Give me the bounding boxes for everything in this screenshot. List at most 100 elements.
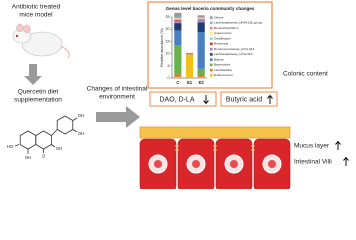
ring: [35, 130, 52, 150]
atom-label: OH: [25, 155, 31, 160]
atom-label: OH: [78, 131, 84, 136]
ring: [56, 115, 74, 135]
bar-segment: [185, 54, 194, 78]
dao-label: DAO, D-LA: [159, 96, 194, 103]
diet-label: Quercetin diet: [18, 89, 59, 96]
changes-label: environment: [99, 94, 135, 101]
cell-core: [154, 160, 162, 168]
ring: [19, 130, 37, 150]
bond: [51, 144, 56, 148]
bar-segment: [174, 19, 182, 21]
butyric-label: Butyric acid: [226, 96, 262, 103]
legend-swatch: [210, 63, 213, 67]
legend-swatch: [210, 37, 213, 40]
bond: [72, 129, 78, 133]
legend-swatch: [210, 26, 213, 30]
bar-segment: [197, 15, 205, 17]
legend-label: Others: [214, 15, 224, 19]
legend-label: Ruminiclostridium: [214, 26, 239, 30]
mucus-label: Mucus layer: [294, 143, 330, 150]
legend-swatch: [210, 47, 213, 51]
atom-label: O: [42, 154, 46, 159]
up-arrow: [343, 156, 349, 166]
legend-swatch: [210, 53, 213, 56]
legend-label: Bacteroides: [214, 63, 231, 67]
bar-segment: [174, 16, 182, 18]
y-tick-label: 15: [166, 39, 170, 43]
up-arrow: [267, 94, 273, 104]
legend-swatch: [210, 21, 213, 25]
bar-segment: [174, 12, 182, 17]
dao-box: [149, 91, 217, 107]
y-tick-label: 25: [166, 15, 170, 19]
bar-segment: [197, 17, 205, 18]
bond: [72, 117, 78, 121]
legend-label: Lachnospiraceae_NK4A136_group: [214, 21, 262, 25]
bar-segment: [197, 22, 205, 33]
cell-core: [230, 160, 238, 168]
arrow: [96, 106, 140, 128]
y-tick-label: 0: [168, 76, 170, 80]
bar-segment: [174, 76, 182, 78]
atom-label: OH: [56, 146, 62, 151]
x-tick-label: E2: [199, 80, 205, 85]
bar-segment: [197, 32, 205, 69]
atom-label: OH: [78, 113, 84, 118]
bar-segment: [185, 54, 194, 55]
chart-title: Genus level baceria community changes: [166, 6, 255, 11]
atom-label: HO: [7, 144, 14, 149]
legend-swatch: [210, 74, 213, 77]
legend-label: Blautia: [214, 57, 224, 61]
diet-label: supplementation: [14, 97, 62, 104]
legend-swatch: [210, 58, 213, 61]
legend-label: Lachnospiraceae_UCG-010: [214, 52, 253, 56]
legend-label: Enterococcus: [214, 73, 233, 77]
changes-label: Changes of intestinal: [87, 86, 148, 93]
arrow: [24, 64, 42, 85]
bar-segment: [174, 18, 182, 20]
legend-label: Ruminococcaceae_UCG-014: [214, 47, 255, 51]
graphical-abstract: HO OH O OH OH OH Genus level baceria communit…: [7, 1, 349, 189]
bar-segment: [197, 77, 205, 78]
legend-swatch: [210, 42, 213, 46]
cell-core: [268, 160, 276, 168]
chart: Genus level baceria community changes Rel…: [160, 6, 262, 85]
bar-segment: [174, 23, 182, 31]
y-axis-label: Relative abundance (%): [160, 28, 164, 66]
bond: [14, 144, 20, 147]
up-arrow: [335, 140, 341, 150]
down-arrow: [203, 95, 209, 105]
x-tick-label: C: [176, 80, 179, 85]
mouse: [12, 23, 70, 59]
legend-label: Anaerovorax: [214, 31, 232, 35]
bar-segment: [174, 45, 182, 75]
bar-segment: [197, 18, 205, 20]
bond: [51, 129, 58, 136]
legend-label: Lactobacillus: [214, 68, 232, 72]
legend-swatch: [210, 68, 213, 72]
bar-segment: [174, 20, 182, 24]
cell-core: [192, 160, 200, 168]
butyric-box: [220, 91, 278, 107]
y-tick-label: 5: [168, 64, 170, 68]
villi: [139, 138, 291, 189]
y-tick-label: 10: [166, 52, 170, 56]
y-tick-label: 20: [166, 27, 170, 31]
quercetin-structure: HO OH O OH OH OH: [7, 113, 84, 160]
model-label: Antibiotic treated: [12, 4, 61, 11]
bar-segment: [174, 30, 182, 46]
villi-label: Intestinal Villi: [294, 159, 332, 166]
x-tick-label: E1: [187, 80, 193, 85]
colonic-label: Colonic content: [283, 71, 328, 78]
mucus-layer: [139, 126, 291, 139]
bar-segment: [174, 17, 182, 19]
legend-label: Oscillibacter: [214, 36, 231, 40]
legend-swatch: [210, 32, 213, 35]
model-label: mice model: [19, 12, 53, 19]
bar-segment: [197, 19, 205, 23]
bar-segment: [197, 68, 205, 77]
legend-label: Roseburia: [214, 42, 228, 46]
bar-segment: [197, 76, 205, 78]
bar-segment: [174, 74, 182, 77]
legend-swatch: [210, 16, 213, 19]
